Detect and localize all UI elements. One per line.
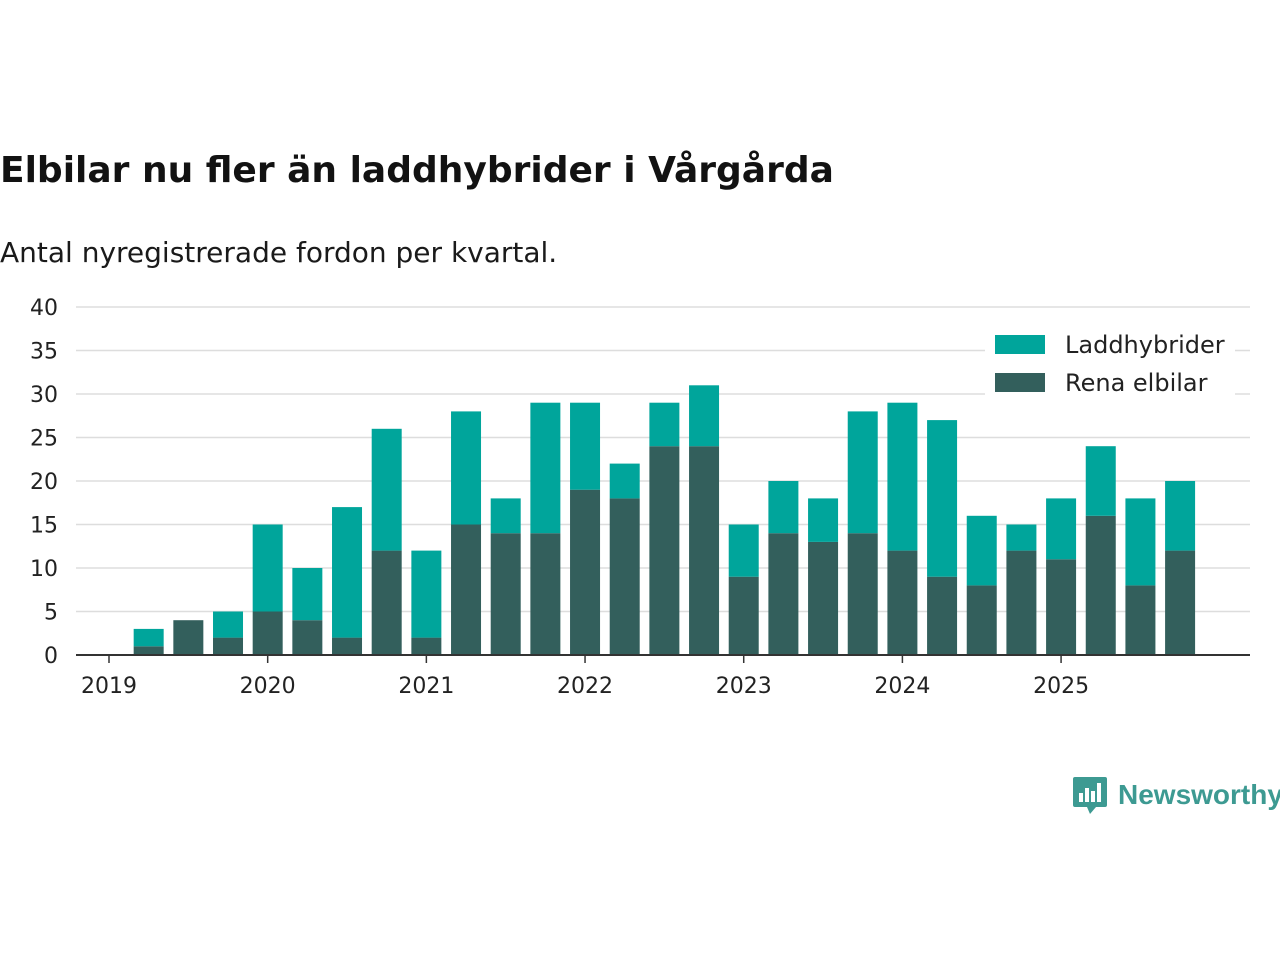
bar-laddhybrider: [411, 550, 442, 638]
bar-rena-elbilar: [173, 620, 204, 655]
x-tick-label: 2024: [874, 674, 930, 699]
bar-rena-elbilar: [332, 637, 363, 655]
bar-rena-elbilar: [689, 446, 720, 655]
bar-laddhybrider: [1125, 498, 1156, 586]
bar-rena-elbilar: [768, 533, 799, 655]
bar-rena-elbilar: [371, 550, 402, 655]
bar-laddhybrider: [649, 402, 680, 447]
bar-rena-elbilar: [411, 637, 442, 655]
newsworthy-bar-chart-icon: [1073, 777, 1107, 814]
bar-laddhybrider: [1046, 498, 1077, 560]
bar-rena-elbilar: [1125, 585, 1156, 655]
bar-laddhybrider: [609, 463, 640, 499]
bar-rena-elbilar: [292, 620, 323, 655]
bar-rena-elbilar: [530, 533, 561, 655]
bar-laddhybrider: [371, 428, 402, 551]
bar-laddhybrider: [1165, 481, 1196, 551]
chart-subtitle: Antal nyregistrerade fordon per kvartal.: [0, 236, 558, 269]
bar-laddhybrider: [252, 524, 283, 612]
bar-rena-elbilar: [649, 446, 680, 655]
bar-laddhybrider: [927, 420, 958, 577]
x-tick-label: 2022: [557, 674, 613, 699]
newsworthy-logo[interactable]: Newsworthy: [1072, 775, 1280, 815]
y-tick-label: 10: [30, 557, 58, 582]
bar-laddhybrider: [530, 402, 561, 534]
bar-laddhybrider: [689, 385, 720, 447]
x-tick-label: 2019: [81, 674, 137, 699]
bar-rena-elbilar: [927, 576, 958, 655]
bar-rena-elbilar: [808, 541, 839, 655]
bar-laddhybrider: [847, 411, 878, 534]
bar-rena-elbilar: [966, 585, 997, 655]
bar-rena-elbilar: [570, 489, 601, 655]
bar-laddhybrider: [451, 411, 482, 525]
y-axis-ticks: 0 5 10 15 20 25 30 35 40: [30, 296, 58, 669]
bar-laddhybrider: [292, 568, 323, 621]
bar-laddhybrider: [768, 481, 799, 534]
y-tick-label: 35: [30, 340, 58, 365]
bar-rena-elbilar: [1006, 550, 1037, 655]
legend-swatch-laddhybrider: [995, 335, 1045, 354]
bar-laddhybrider: [490, 498, 521, 534]
bar-rena-elbilar: [728, 576, 759, 655]
x-tick-label: 2020: [240, 674, 296, 699]
y-tick-label: 30: [30, 383, 58, 408]
bar-laddhybrider: [213, 611, 244, 638]
bar-rena-elbilar: [490, 533, 521, 655]
x-tick-label: 2023: [716, 674, 772, 699]
bar-rena-elbilar: [252, 611, 283, 655]
bar-rena-elbilar: [1085, 515, 1116, 655]
bar-laddhybrider: [332, 507, 363, 638]
bar-rena-elbilar: [887, 550, 918, 655]
bar-laddhybrider: [808, 498, 839, 542]
legend: Laddhybrider Rena elbilar: [985, 322, 1235, 397]
y-tick-label: 20: [30, 470, 58, 495]
bar-laddhybrider: [966, 515, 997, 586]
bar-rena-elbilar: [451, 524, 482, 655]
bar-rena-elbilar: [609, 498, 640, 655]
y-tick-label: 40: [30, 296, 58, 321]
brand-name: Newsworthy: [1118, 779, 1280, 810]
bars: [133, 385, 1196, 655]
bar-laddhybrider: [133, 628, 164, 647]
bar-rena-elbilar: [1046, 559, 1077, 655]
x-tick-label: 2025: [1033, 674, 1089, 699]
bar-laddhybrider: [728, 524, 759, 577]
bar-laddhybrider: [1085, 446, 1116, 516]
x-tick-label: 2021: [398, 674, 454, 699]
bar-rena-elbilar: [1165, 550, 1196, 655]
legend-swatch-rena-elbilar: [995, 373, 1045, 392]
y-tick-label: 5: [44, 601, 58, 626]
bar-rena-elbilar: [133, 646, 164, 655]
bar-laddhybrider: [887, 402, 918, 551]
bar-laddhybrider: [1006, 524, 1037, 551]
x-axis-ticks: 2019 2020 2021 2022 2023 2024 2025: [81, 655, 1089, 699]
bar-laddhybrider: [570, 402, 601, 490]
legend-label-laddhybrider: Laddhybrider: [1065, 331, 1225, 359]
y-tick-label: 25: [30, 427, 58, 452]
y-tick-label: 15: [30, 514, 58, 539]
legend-label-rena-elbilar: Rena elbilar: [1065, 369, 1208, 397]
y-tick-label: 0: [44, 644, 58, 669]
bar-rena-elbilar: [213, 637, 244, 655]
chart-title: Elbilar nu fler än laddhybrider i Vårgår…: [0, 150, 834, 191]
bar-rena-elbilar: [847, 533, 878, 655]
